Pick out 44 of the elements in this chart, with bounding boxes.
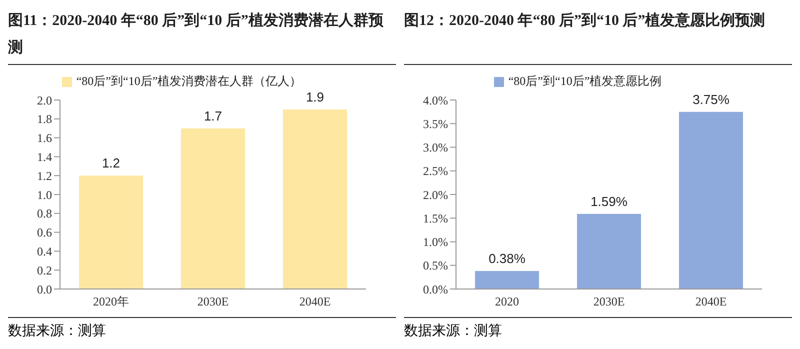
y-tick-label: 1.4 bbox=[37, 150, 52, 164]
y-tick-label: 1.6 bbox=[37, 131, 52, 146]
y-tick-label: 1.2 bbox=[37, 168, 52, 183]
data-label: 1.59% bbox=[590, 194, 628, 209]
data-label: 3.75% bbox=[692, 92, 730, 107]
x-tick-label: 2040E bbox=[695, 294, 727, 309]
x-tick-label: 2030E bbox=[197, 294, 229, 309]
legend-label: “80后”到“10后”植发消费潜在人群（亿人） bbox=[76, 74, 302, 88]
bar bbox=[283, 109, 347, 289]
source-note: 数据来源：测算 bbox=[404, 322, 503, 340]
x-tick-label: 2040E bbox=[299, 294, 331, 309]
y-tick-label: 2.0 bbox=[37, 93, 52, 108]
data-label: 1.7 bbox=[204, 108, 222, 124]
y-tick-label: 0.6 bbox=[37, 226, 52, 240]
x-tick-label: 2020 bbox=[495, 294, 519, 309]
data-label: 1.2 bbox=[102, 156, 120, 171]
x-tick-label: 2020年 bbox=[93, 294, 129, 309]
y-tick-label: 1.5% bbox=[423, 211, 448, 226]
y-tick-label: 0.2 bbox=[37, 263, 52, 278]
y-tick-label: 0.4 bbox=[37, 244, 52, 258]
chart-title: 图12：2020-2040 年“80 后”到“10 后”植发意愿比例预测 bbox=[404, 8, 792, 65]
y-tick-label: 2.5% bbox=[423, 164, 448, 178]
source-note: 数据来源：测算 bbox=[8, 322, 107, 340]
y-tick-label: 2.0% bbox=[423, 188, 448, 202]
bar bbox=[475, 271, 539, 289]
bar bbox=[577, 214, 641, 289]
x-tick-label: 2030E bbox=[593, 294, 625, 309]
bar bbox=[181, 128, 245, 289]
chart-title: 图11：2020-2040 年“80 后”到“10 后”植发消费潜在人群预测 bbox=[8, 8, 396, 65]
y-tick-label: 1.0% bbox=[423, 235, 448, 250]
bar bbox=[79, 176, 143, 289]
y-tick-label: 1.0 bbox=[37, 188, 52, 202]
y-tick-label: 4.0% bbox=[423, 93, 448, 108]
y-tick-label: 0.0 bbox=[37, 282, 52, 296]
y-tick-label: 3.5% bbox=[423, 116, 448, 131]
bar bbox=[679, 112, 743, 289]
y-tick-label: 3.0% bbox=[423, 140, 448, 155]
y-tick-label: 0.5% bbox=[423, 258, 448, 273]
legend-label: “80后”到“10后”植发意愿比例 bbox=[508, 74, 662, 88]
y-tick-label: 0.0% bbox=[423, 282, 448, 296]
data-label: 0.38% bbox=[488, 251, 526, 266]
data-label: 1.9 bbox=[306, 89, 324, 104]
y-tick-label: 1.8 bbox=[37, 112, 52, 126]
y-tick-label: 0.8 bbox=[37, 206, 52, 221]
